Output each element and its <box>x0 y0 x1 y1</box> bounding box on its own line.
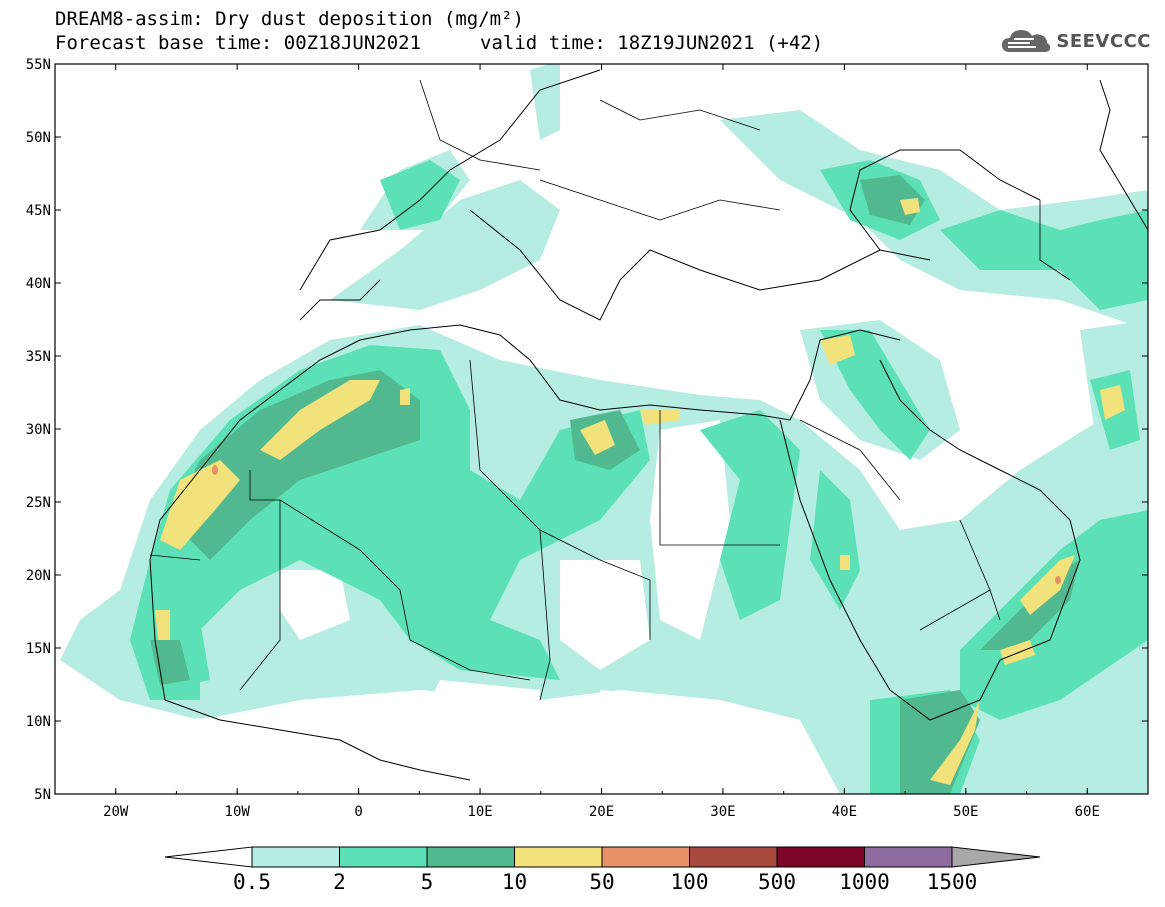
valid-time: valid time: 18Z19JUN2021 (+42) <box>480 32 824 54</box>
colorbar-max-arrow <box>951 846 1041 868</box>
colorbar-segment <box>339 846 428 868</box>
lat-tick-label: 25N <box>26 495 51 511</box>
logo-text: SEEVCCC <box>1056 30 1151 52</box>
lon-tick-label: 50E <box>953 804 978 820</box>
lon-tick-label: 10W <box>225 804 251 820</box>
latitude-ticks: 55N 50N 45N 40N 35N 30N 25N 20N 15N 10N 5N <box>26 57 1148 803</box>
longitude-ticks: 20W 10W 0 10E 20E 30E 40E 50E 60E <box>54 64 1149 820</box>
colorbar-label: 10 <box>502 870 527 894</box>
lat-tick-label: 5N <box>34 787 51 803</box>
colorbar-segment <box>251 846 340 868</box>
lon-tick-label: 30E <box>710 804 735 820</box>
lon-tick-label: 40E <box>832 804 857 820</box>
lon-tick-label: 20E <box>589 804 614 820</box>
colorbar-label: 5 <box>421 870 434 894</box>
map-title: DREAM8-assim: Dry dust deposition (mg/m²… <box>55 8 524 30</box>
colorbar-label: 2 <box>333 870 346 894</box>
lat-tick-label: 50N <box>26 130 51 146</box>
colorbar-label: 50 <box>589 870 614 894</box>
colorbar: 0.5 2 5 10 50 100 500 1000 1500 <box>164 846 1041 894</box>
lat-tick-label: 20N <box>26 568 51 584</box>
country-borders <box>149 79 1071 701</box>
colorbar-label: 1000 <box>839 870 890 894</box>
seevccc-logo: SEEVCCC <box>1000 26 1151 56</box>
colorbar-segment <box>426 846 515 868</box>
level-50-100 <box>212 465 1061 584</box>
colorbar-label: 500 <box>758 870 796 894</box>
colorbar-segment <box>776 846 865 868</box>
colorbar-label: 100 <box>671 870 709 894</box>
deposition-field <box>60 64 1148 794</box>
colorbar-min-arrow <box>164 846 253 868</box>
lat-tick-label: 30N <box>26 422 51 438</box>
level-10-50 <box>155 198 1125 785</box>
lat-tick-label: 15N <box>26 641 51 657</box>
lat-tick-label: 10N <box>26 714 51 730</box>
lon-tick-label: 20W <box>103 804 129 820</box>
colorbar-label: 0.5 <box>233 870 271 894</box>
lon-tick-label: 60E <box>1075 804 1100 820</box>
lon-tick-label: 0 <box>354 804 362 820</box>
lon-tick-label: 10E <box>467 804 492 820</box>
cloud-logo-icon <box>1002 30 1051 52</box>
coastlines <box>149 69 1148 781</box>
colorbar-label: 1500 <box>927 870 978 894</box>
colorbar-segment <box>601 846 690 868</box>
colorbar-segment <box>864 846 953 868</box>
forecast-base-time: Forecast base time: 00Z18JUN2021 <box>55 32 422 54</box>
colorbar-segment <box>514 846 603 868</box>
lat-tick-label: 40N <box>26 276 51 292</box>
lat-tick-label: 45N <box>26 203 51 219</box>
lat-tick-label: 35N <box>26 349 51 365</box>
lat-tick-label: 55N <box>26 57 51 73</box>
colorbar-segment <box>689 846 778 868</box>
